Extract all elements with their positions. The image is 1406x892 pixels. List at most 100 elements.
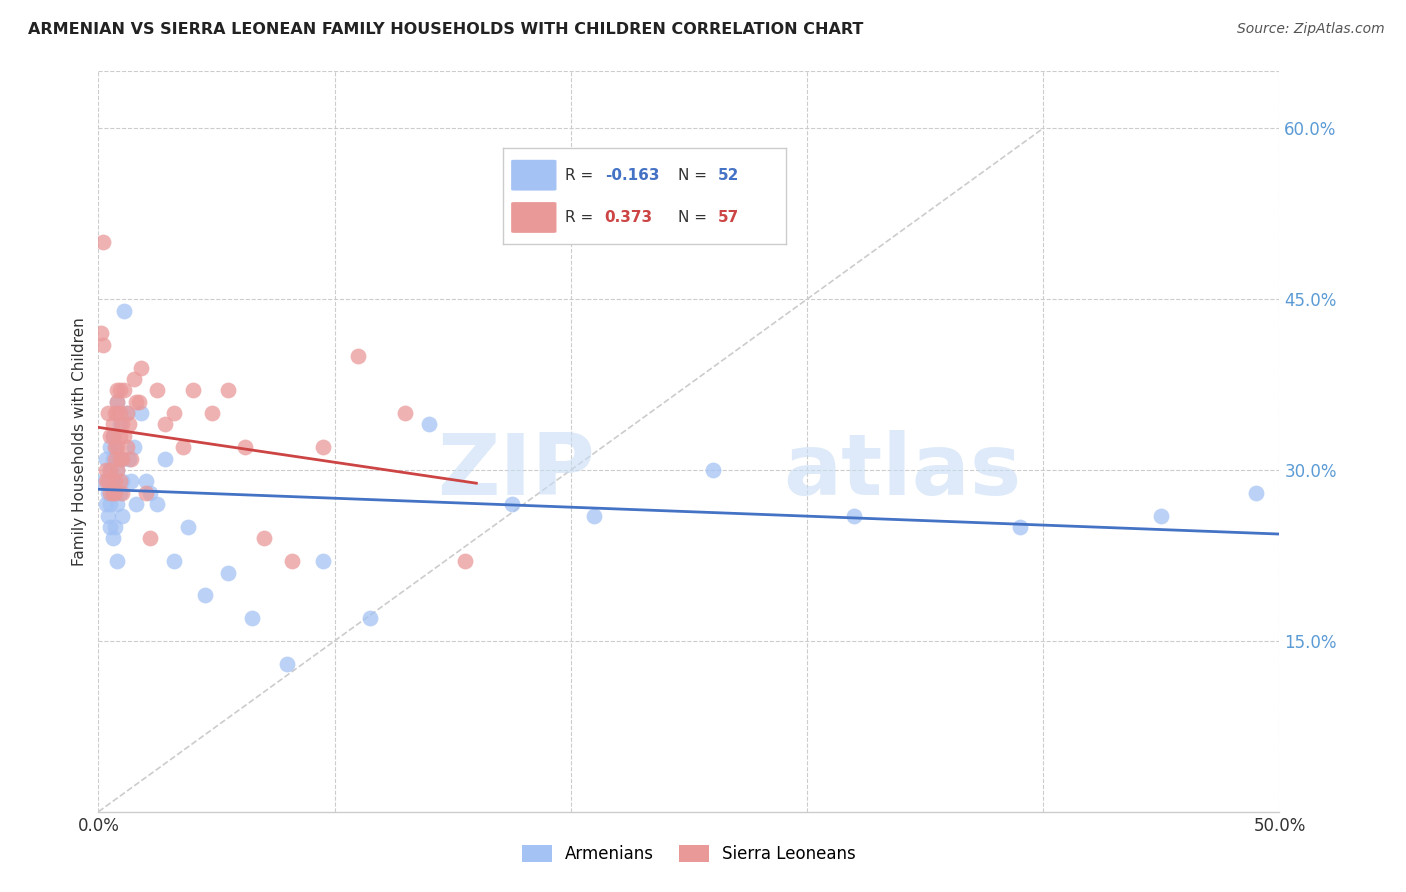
Legend: Armenians, Sierra Leoneans: Armenians, Sierra Leoneans [515,838,863,870]
Point [105,463,128,477]
Point [118,417,141,432]
Point [139,532,162,546]
Point [172,440,194,454]
Point [181,384,204,398]
Point [112,303,135,318]
Point [153,417,176,432]
Point [98,440,121,454]
Point [97,485,120,500]
Point [844,508,866,523]
Point [97,406,120,420]
Point [281,554,304,568]
Point [91,475,114,489]
Point [394,406,416,420]
Point [97,475,120,489]
Point [418,417,440,432]
Point [97,508,120,523]
Point [111,417,134,432]
Point [104,440,127,454]
Text: Source: ZipAtlas.com: Source: ZipAtlas.com [1237,22,1385,37]
Point [240,611,263,625]
Text: N =: N = [678,210,707,225]
Point [108,475,131,489]
Point [233,440,256,454]
Point [108,451,131,466]
Text: R =: R = [565,210,593,225]
Point [105,394,128,409]
Point [101,417,124,432]
Point [104,406,127,420]
Point [501,497,523,511]
Point [112,384,135,398]
Point [128,394,150,409]
Point [98,463,121,477]
Point [276,657,298,671]
Point [111,475,134,489]
Point [94,475,117,489]
Point [105,463,128,477]
Point [453,554,475,568]
Point [122,372,145,386]
Point [125,497,148,511]
Point [104,475,127,489]
Point [177,520,200,534]
Point [115,440,138,454]
Point [105,440,128,454]
Text: ZIP: ZIP [437,430,595,513]
Point [201,406,224,420]
Point [101,429,124,443]
Point [583,508,606,523]
Point [108,429,131,443]
Point [90,326,112,341]
Point [135,485,157,500]
Point [121,475,143,489]
Point [104,520,127,534]
Point [104,440,127,454]
Point [105,554,128,568]
Point [253,532,276,546]
Point [139,485,162,500]
Point [312,440,335,454]
Point [702,463,724,477]
Point [146,497,169,511]
Point [217,566,239,580]
Text: 0.373: 0.373 [605,210,652,225]
Point [104,485,127,500]
Point [105,497,128,511]
Point [359,611,381,625]
Point [217,384,239,398]
Point [91,337,114,351]
Point [108,485,131,500]
Point [1150,508,1173,523]
Point [146,384,169,398]
Point [91,235,114,250]
Text: N =: N = [678,168,707,183]
Point [121,451,143,466]
Point [111,485,134,500]
Point [104,475,127,489]
Text: ARMENIAN VS SIERRA LEONEAN FAMILY HOUSEHOLDS WITH CHILDREN CORRELATION CHART: ARMENIAN VS SIERRA LEONEAN FAMILY HOUSEH… [28,22,863,37]
Point [108,406,131,420]
Point [94,463,117,477]
Point [111,451,134,466]
Text: 57: 57 [718,210,740,225]
Point [94,451,117,466]
Point [163,554,186,568]
Point [101,485,124,500]
Point [135,475,157,489]
Point [98,463,121,477]
Point [101,485,124,500]
Point [118,451,141,466]
Point [312,554,335,568]
Point [108,417,131,432]
Point [129,360,152,375]
Text: 52: 52 [718,168,740,183]
FancyBboxPatch shape [512,202,557,233]
Point [1244,485,1267,500]
Point [125,394,148,409]
Point [105,406,128,420]
Point [105,394,128,409]
Point [105,384,128,398]
Point [122,440,145,454]
Point [101,429,124,443]
